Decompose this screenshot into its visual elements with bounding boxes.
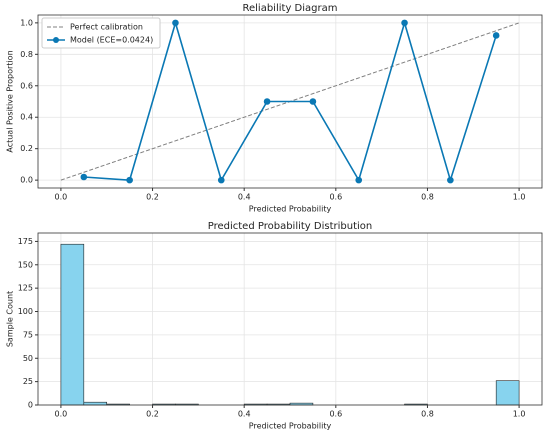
y-axis-label: Actual Positive Proportion [6, 50, 15, 152]
x-tick-label: 0.2 [146, 193, 159, 202]
y-tick-label: 25 [23, 377, 33, 386]
x-axis-label: Predicted Probability [249, 205, 332, 214]
y-tick-label: 100 [18, 307, 33, 316]
x-tick-label: 0.8 [421, 193, 434, 202]
y-tick-label: 0.4 [20, 113, 33, 122]
y-tick-label: 50 [23, 354, 33, 363]
y-tick-label: 175 [18, 237, 33, 246]
chart-title: Predicted Probability Distribution [208, 221, 373, 232]
y-tick-label: 1.0 [20, 18, 33, 27]
y-tick-label: 0.6 [20, 81, 33, 90]
y-tick-label: 0.8 [20, 50, 33, 59]
bar [495, 380, 520, 406]
point [80, 173, 88, 181]
x-tick-label: 0.6 [329, 193, 342, 202]
point [263, 98, 271, 105]
bar [83, 401, 108, 406]
x-tick-label: 0.4 [238, 410, 251, 419]
point [492, 32, 500, 39]
point [217, 176, 225, 184]
x-tick-label: 0.6 [329, 410, 342, 419]
chart-title: Reliability Diagram [243, 3, 338, 14]
y-tick-label: 150 [18, 260, 33, 269]
point [309, 98, 317, 105]
x-tick-label: 0.8 [421, 410, 434, 419]
y-tick-label: 75 [23, 330, 33, 339]
x-axis-label: Predicted Probability [249, 422, 332, 431]
y-tick-label: 0.2 [20, 144, 33, 153]
point [401, 19, 408, 27]
bar [60, 243, 85, 406]
plot-frame [37, 14, 543, 189]
point [172, 19, 179, 27]
legend-marker [53, 37, 59, 43]
legend-box [41, 17, 161, 49]
legend-label: Perfect calibration [70, 23, 143, 32]
y-tick-label: 0.0 [20, 176, 33, 185]
point [447, 176, 454, 184]
plot-frame [37, 232, 543, 406]
y-tick-label: 125 [18, 284, 33, 293]
y-tick-label: 0 [28, 401, 33, 410]
series-line [83, 20, 497, 183]
x-tick-label: 1.0 [513, 193, 526, 202]
x-tick-label: 0.4 [238, 193, 251, 202]
point [355, 176, 363, 184]
x-tick-label: 0.2 [146, 410, 159, 419]
y-axis-label: Sample Count [6, 291, 15, 347]
point [126, 176, 133, 184]
x-tick-label: 1.0 [513, 410, 526, 419]
x-tick-label: 0.0 [55, 410, 68, 419]
x-tick-label: 0.0 [55, 193, 68, 202]
legend-label: Model (ECE=0.0424) [70, 36, 153, 45]
